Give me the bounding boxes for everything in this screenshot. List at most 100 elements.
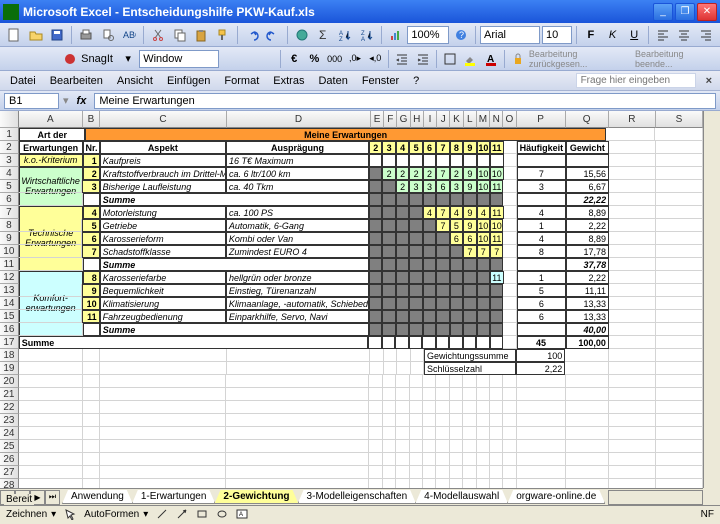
cell[interactable] bbox=[490, 388, 503, 401]
cell[interactable]: Schlüsselzahl bbox=[424, 362, 516, 375]
vertical-scrollbar[interactable] bbox=[703, 111, 720, 488]
cell[interactable] bbox=[369, 453, 382, 466]
cell[interactable]: 7 bbox=[463, 245, 476, 258]
cell[interactable] bbox=[656, 154, 703, 167]
cell[interactable] bbox=[477, 440, 490, 453]
cell[interactable]: Aspekt bbox=[100, 141, 226, 154]
align-left-icon[interactable] bbox=[653, 25, 673, 45]
cell[interactable]: 2 bbox=[382, 167, 395, 180]
cell[interactable] bbox=[19, 245, 83, 258]
cell[interactable] bbox=[463, 193, 476, 206]
cell[interactable]: 3 bbox=[423, 180, 436, 193]
help-search-input[interactable] bbox=[576, 73, 696, 88]
cell[interactable] bbox=[410, 401, 423, 414]
cell[interactable] bbox=[477, 427, 490, 440]
cell[interactable] bbox=[504, 206, 517, 219]
snagit-window-input[interactable] bbox=[139, 50, 219, 68]
cell[interactable] bbox=[503, 336, 516, 349]
cell[interactable] bbox=[369, 167, 382, 180]
cell[interactable]: 37,78 bbox=[566, 258, 609, 271]
sort-desc-icon[interactable]: ZA bbox=[357, 25, 377, 45]
cell[interactable] bbox=[83, 401, 100, 414]
cell[interactable] bbox=[463, 258, 476, 271]
cell[interactable] bbox=[396, 427, 409, 440]
cell[interactable] bbox=[409, 193, 422, 206]
cell[interactable] bbox=[19, 414, 83, 427]
cell[interactable]: 5 bbox=[82, 219, 99, 232]
cell[interactable]: 9 bbox=[463, 167, 476, 180]
row-header[interactable]: 27 bbox=[0, 466, 19, 479]
cell[interactable]: 11 bbox=[490, 206, 503, 219]
cell[interactable] bbox=[609, 440, 656, 453]
cell[interactable] bbox=[463, 479, 476, 488]
cell[interactable] bbox=[450, 440, 463, 453]
cell[interactable] bbox=[517, 193, 566, 206]
cell[interactable] bbox=[382, 310, 395, 323]
cell[interactable] bbox=[382, 219, 395, 232]
cell[interactable]: ca. 100 PS bbox=[226, 206, 369, 219]
percent-icon[interactable]: % bbox=[305, 49, 323, 69]
inc-indent-icon[interactable] bbox=[414, 49, 432, 69]
format-painter-icon[interactable] bbox=[213, 25, 233, 45]
cell[interactable] bbox=[410, 427, 423, 440]
cell[interactable] bbox=[517, 466, 566, 479]
cell[interactable]: 6 bbox=[463, 232, 476, 245]
cell[interactable] bbox=[410, 375, 423, 388]
col-header[interactable]: L bbox=[464, 111, 477, 128]
cell[interactable] bbox=[606, 128, 654, 141]
cell[interactable]: 40,00 bbox=[566, 323, 609, 336]
cell[interactable]: 6 bbox=[423, 141, 436, 154]
cell[interactable] bbox=[423, 401, 436, 414]
cell[interactable] bbox=[436, 297, 449, 310]
cell[interactable]: Gewicht bbox=[566, 141, 609, 154]
cell[interactable] bbox=[656, 375, 703, 388]
cell[interactable]: 2 bbox=[409, 167, 422, 180]
col-header[interactable]: F bbox=[384, 111, 397, 128]
font-color-icon[interactable]: A bbox=[481, 49, 499, 69]
cell[interactable] bbox=[609, 362, 656, 375]
cell[interactable] bbox=[656, 284, 703, 297]
cell[interactable] bbox=[396, 466, 409, 479]
cell[interactable] bbox=[503, 232, 516, 245]
cell[interactable] bbox=[423, 466, 436, 479]
cell[interactable] bbox=[396, 414, 409, 427]
cell[interactable] bbox=[423, 414, 436, 427]
cell[interactable] bbox=[423, 440, 436, 453]
cell[interactable] bbox=[477, 414, 490, 427]
cell[interactable]: Kombi oder Van bbox=[226, 232, 369, 245]
cell[interactable] bbox=[656, 310, 703, 323]
cell[interactable] bbox=[423, 310, 436, 323]
cell[interactable] bbox=[410, 388, 423, 401]
cell[interactable] bbox=[396, 258, 409, 271]
cell[interactable]: 9 bbox=[463, 180, 476, 193]
cell[interactable] bbox=[450, 414, 463, 427]
cell[interactable] bbox=[490, 375, 503, 388]
cell[interactable] bbox=[369, 245, 382, 258]
cell[interactable] bbox=[396, 271, 409, 284]
undo-icon[interactable] bbox=[242, 25, 262, 45]
row-header[interactable]: 6 bbox=[0, 193, 19, 206]
cell[interactable]: 13,33 bbox=[566, 310, 609, 323]
cell[interactable] bbox=[463, 284, 476, 297]
cell[interactable] bbox=[656, 219, 703, 232]
cell[interactable] bbox=[656, 323, 703, 336]
cell[interactable] bbox=[609, 284, 656, 297]
cell[interactable] bbox=[517, 401, 566, 414]
cell[interactable] bbox=[396, 297, 409, 310]
cell[interactable]: 7 bbox=[517, 167, 566, 180]
cell[interactable]: 45 bbox=[517, 336, 566, 349]
cell[interactable] bbox=[490, 479, 503, 488]
cell[interactable] bbox=[436, 466, 449, 479]
cell[interactable] bbox=[423, 271, 436, 284]
cell[interactable] bbox=[396, 401, 409, 414]
cell[interactable] bbox=[382, 271, 395, 284]
cell[interactable] bbox=[656, 349, 703, 362]
cell[interactable] bbox=[19, 180, 83, 193]
cell[interactable] bbox=[566, 401, 609, 414]
cell[interactable] bbox=[566, 375, 609, 388]
cell[interactable]: 11 bbox=[82, 310, 99, 323]
cell[interactable] bbox=[396, 323, 409, 336]
cell[interactable] bbox=[369, 466, 382, 479]
cell[interactable]: 6 bbox=[517, 297, 566, 310]
cell[interactable] bbox=[19, 466, 83, 479]
